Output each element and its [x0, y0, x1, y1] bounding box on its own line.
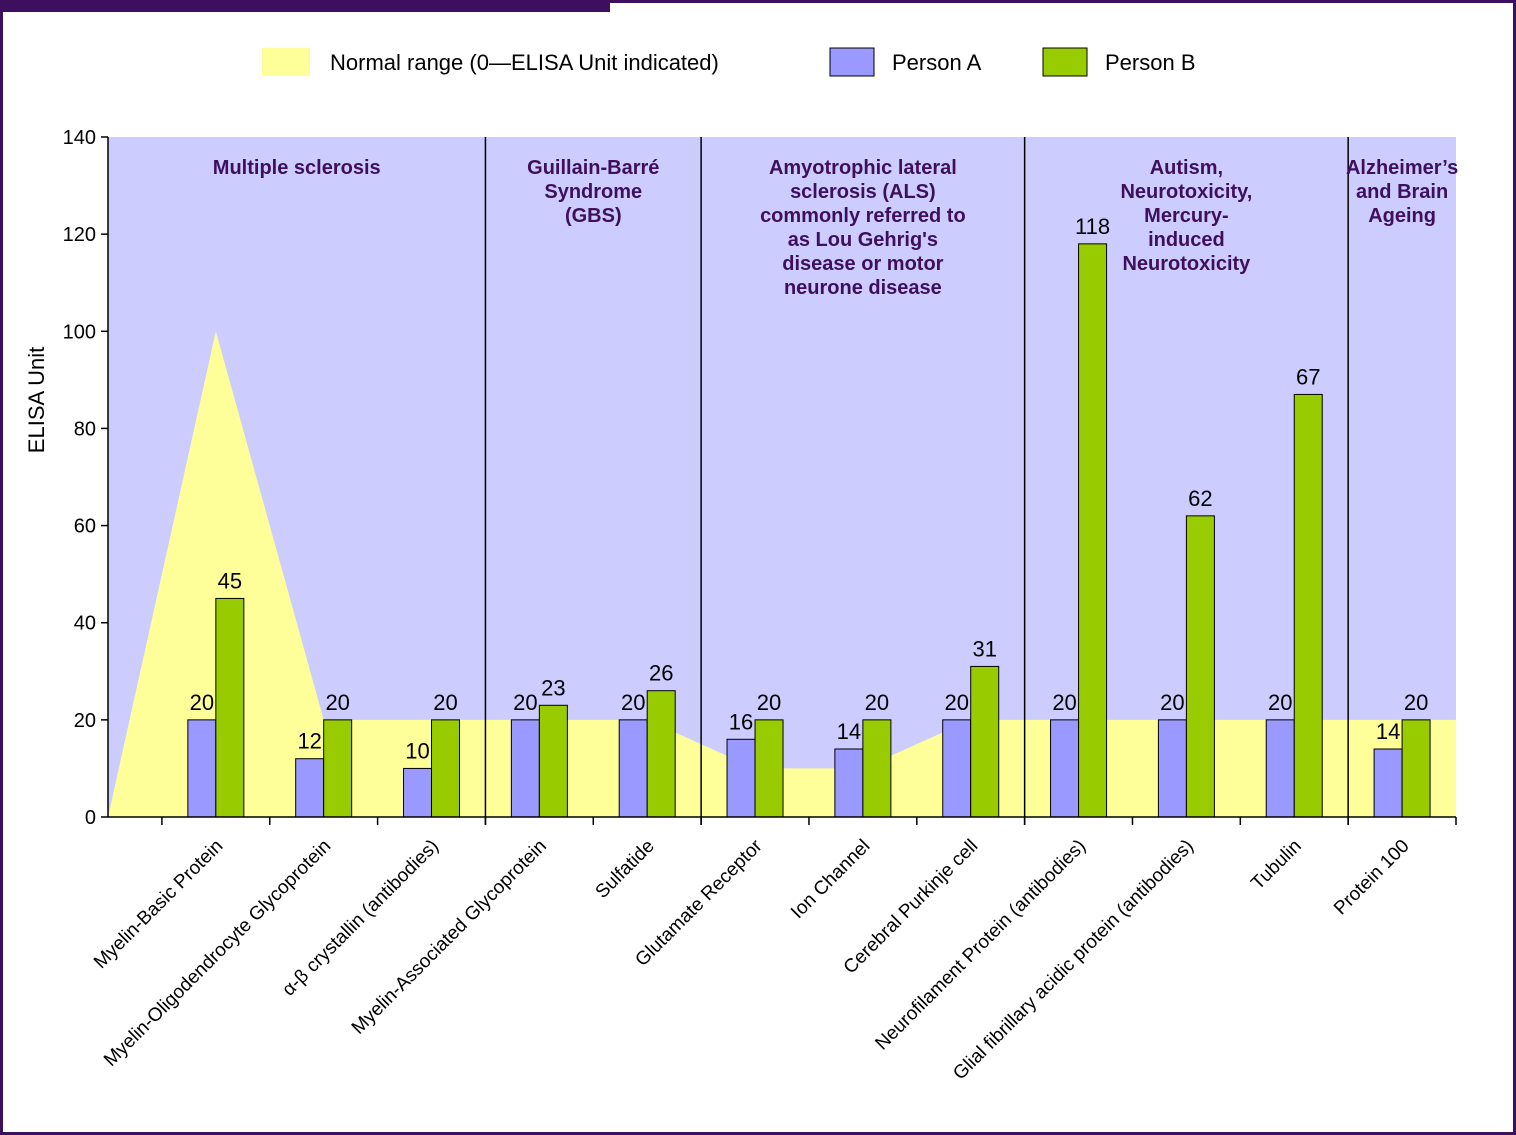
y-tick-label: 100: [63, 321, 96, 343]
x-category-label: Myelin-Oligodendrocyte Glycoprotein: [100, 836, 335, 1071]
data-label-person-b: 20: [757, 690, 781, 715]
data-label-person-b: 67: [1296, 364, 1320, 389]
plot-area: [108, 137, 1456, 817]
data-label-person-a: 20: [1268, 690, 1292, 715]
data-label-person-b: 118: [1075, 214, 1110, 239]
bar-person-b: [323, 719, 353, 818]
data-label-person-a: 10: [405, 738, 429, 763]
group-title: Guillain-Barré: [527, 157, 659, 179]
legend-label-person-a: Person A: [892, 50, 982, 75]
y-tick-label: 80: [74, 418, 96, 440]
x-category-label: Myelin-Associated Glycoprotein: [348, 836, 551, 1039]
bar-person-b: [538, 704, 568, 818]
y-tick-label: 60: [74, 516, 96, 538]
group-title: commonly referred to: [760, 205, 966, 227]
x-category-label: Ion Channel: [787, 836, 874, 923]
data-label-person-a: 12: [297, 729, 321, 754]
data-label-person-b: 62: [1188, 486, 1212, 511]
data-label-person-b: 20: [325, 690, 349, 715]
bar-person-b: [1078, 243, 1108, 818]
bar-person-b: [431, 719, 461, 818]
group-title: Amyotrophic lateral: [769, 157, 957, 179]
bar-person-a: [1265, 719, 1295, 818]
legend-swatch-normal-range: [262, 48, 310, 76]
bar-person-a: [726, 738, 756, 818]
data-label-person-b: 20: [433, 690, 457, 715]
data-label-person-b: 26: [649, 661, 673, 686]
data-label-person-a: 14: [1376, 719, 1400, 744]
group-title: Alzheimer’s: [1346, 157, 1458, 179]
x-category-label: Neurofilament Protein (antibodies): [871, 836, 1090, 1055]
header-bar: [0, 0, 610, 12]
group-title: neurone disease: [784, 277, 942, 299]
bar-person-a: [510, 719, 540, 818]
data-label-person-b: 45: [218, 568, 242, 593]
legend-swatch-person-b: [1042, 47, 1088, 77]
data-label-person-a: 20: [1052, 690, 1076, 715]
y-tick-label: 40: [74, 613, 96, 635]
bar-person-b: [754, 719, 784, 818]
y-tick-label: 20: [74, 710, 96, 732]
group-title: Ageing: [1368, 205, 1436, 227]
bar-person-b: [970, 665, 1000, 818]
bar-person-b: [1401, 719, 1431, 818]
legend-label-person-b: Person B: [1105, 50, 1196, 75]
bar-person-a: [1050, 719, 1080, 818]
bar-person-b: [1185, 515, 1215, 818]
group-title: as Lou Gehrig's: [788, 229, 938, 251]
group-title: Syndrome: [544, 181, 642, 203]
bar-person-a: [834, 748, 864, 818]
bar-person-b: [646, 690, 676, 818]
bar-person-b: [215, 597, 245, 818]
group-title: induced: [1148, 229, 1225, 251]
x-category-label: Tubulin: [1247, 836, 1305, 894]
x-category-label: Sulfatide: [592, 836, 659, 903]
group-title: (GBS): [565, 205, 622, 227]
group-title: Neurotoxicity: [1122, 253, 1251, 275]
bar-person-b: [1293, 393, 1323, 818]
group-title: Autism,: [1150, 157, 1223, 179]
group-title: Neurotoxicity,: [1120, 181, 1252, 203]
data-label-person-a: 20: [1160, 690, 1184, 715]
data-label-person-b: 23: [541, 675, 565, 700]
data-label-person-a: 20: [944, 690, 968, 715]
x-category-label: Glial fibrillary acidic protein (antibod…: [949, 836, 1198, 1085]
y-axis-title: ELISA Unit: [24, 347, 49, 453]
y-tick-label: 120: [63, 224, 96, 246]
bar-person-a: [187, 719, 217, 818]
group-title: Multiple sclerosis: [213, 157, 381, 179]
bar-person-a: [942, 719, 972, 818]
data-label-person-a: 20: [190, 690, 214, 715]
data-label-person-b: 31: [972, 636, 996, 661]
bar-person-b: [862, 719, 892, 818]
group-title: Mercury-: [1144, 205, 1228, 227]
group-title: and Brain: [1356, 181, 1448, 203]
x-category-label: Protein 100: [1330, 836, 1414, 920]
group-title: disease or motor: [782, 253, 943, 275]
legend-label-normal-range: Normal range (0—ELISA Unit indicated): [330, 50, 719, 75]
bar-person-a: [618, 719, 648, 818]
legend-swatch-person-a: [829, 47, 875, 77]
data-label-person-a: 14: [837, 719, 861, 744]
group-title: sclerosis (ALS): [790, 181, 936, 203]
data-label-person-b: 20: [865, 690, 889, 715]
data-label-person-a: 20: [513, 690, 537, 715]
bar-person-a: [295, 758, 325, 818]
bar-person-a: [1373, 748, 1403, 818]
data-label-person-b: 20: [1404, 690, 1428, 715]
bar-person-a: [1157, 719, 1187, 818]
y-tick-label: 140: [63, 127, 96, 149]
y-tick-label: 0: [85, 807, 96, 829]
bar-person-a: [403, 767, 433, 818]
data-label-person-a: 16: [729, 709, 753, 734]
data-label-person-a: 20: [621, 690, 645, 715]
